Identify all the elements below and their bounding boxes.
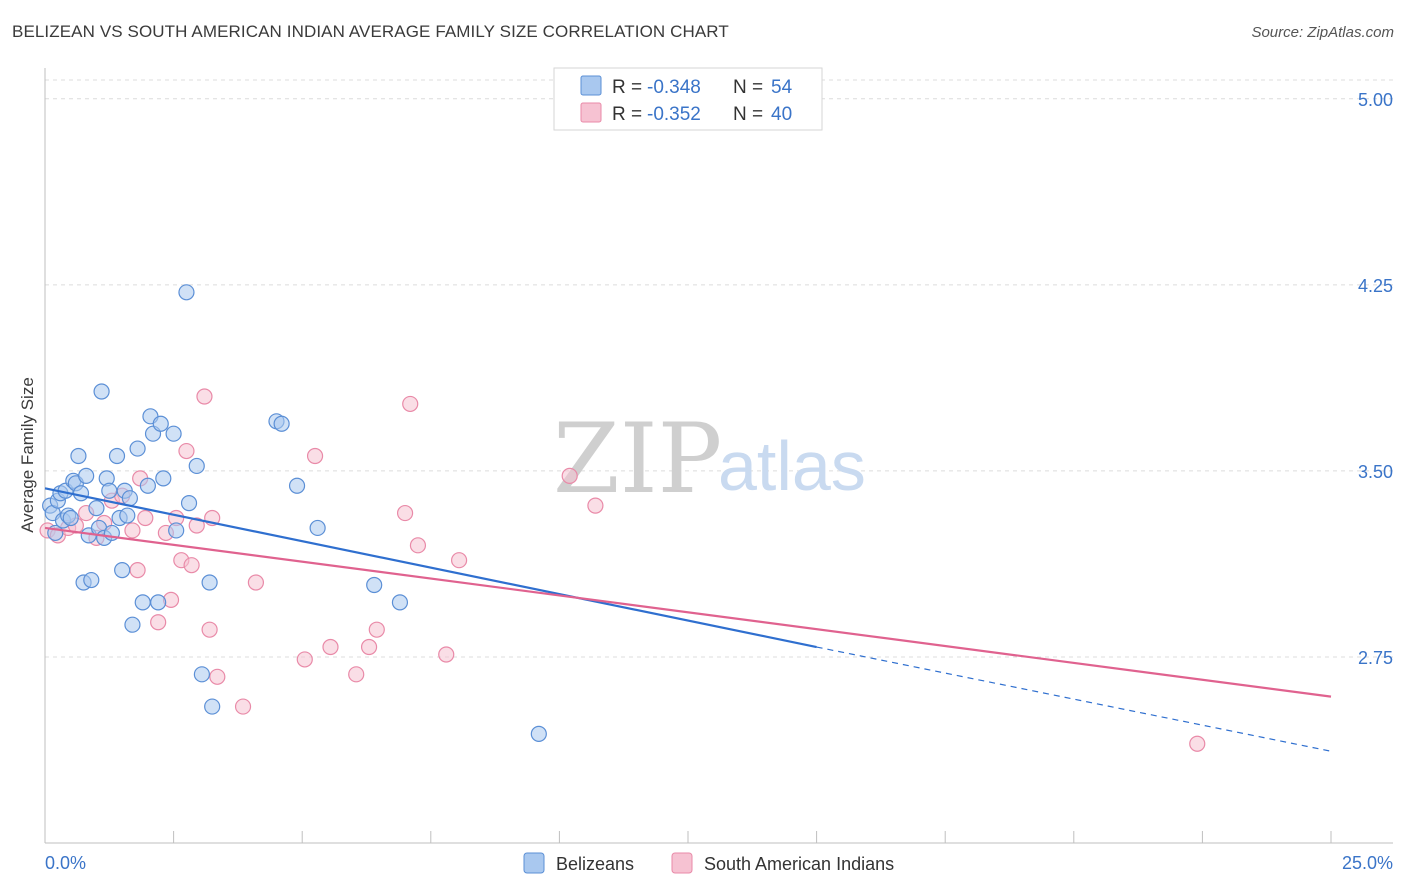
south-american-indians-point-26 bbox=[247, 574, 265, 591]
south-american-indians-point-30 bbox=[348, 666, 365, 683]
bottom-legend-swatch-belizeans bbox=[523, 852, 545, 874]
belizeans-point-41 bbox=[178, 284, 195, 301]
legend-r-label-2: R = bbox=[612, 104, 642, 125]
south-american-indians-point-34 bbox=[402, 395, 419, 413]
belizeans-point-22 bbox=[101, 482, 118, 499]
south-american-indians-point-20 bbox=[188, 517, 205, 534]
south-american-indians-point-33 bbox=[396, 504, 414, 522]
source-label: Source: ZipAtlas.com bbox=[1251, 24, 1394, 41]
south-american-indians-point-12 bbox=[137, 509, 154, 527]
belizeans-point-45 bbox=[201, 574, 218, 591]
belizeans-point-33 bbox=[139, 477, 156, 494]
south-american-indians-point-36 bbox=[438, 646, 455, 663]
belizeans-point-36 bbox=[150, 594, 167, 611]
belizeans-point-31 bbox=[129, 440, 146, 457]
y-tick-label-1: 3.50 bbox=[1358, 462, 1393, 482]
belizeans-point-43 bbox=[188, 457, 205, 475]
belizeans-point-29 bbox=[121, 490, 138, 507]
south-american-indians-point-35 bbox=[409, 537, 427, 554]
y-tick-label-0: 2.75 bbox=[1358, 648, 1393, 668]
belizeans-point-28 bbox=[119, 507, 136, 524]
south-american-indians-point-27 bbox=[296, 651, 313, 668]
belizeans-point-24 bbox=[108, 447, 126, 465]
x-tick-labels: 0.0% 25.0% bbox=[45, 853, 1393, 873]
watermark: ZIP atlas bbox=[553, 403, 866, 515]
belizeans-point-8 bbox=[62, 509, 79, 527]
y-tick-labels: 2.75 3.50 4.25 5.00 bbox=[1358, 90, 1393, 668]
belizeans-point-32 bbox=[134, 594, 151, 611]
y-tick-label-3: 5.00 bbox=[1358, 90, 1393, 110]
south-american-indians-point-13 bbox=[150, 614, 167, 631]
trend-lines bbox=[44, 487, 1332, 752]
legend-swatch-belizeans bbox=[580, 75, 602, 96]
belizeans-point-19 bbox=[93, 383, 110, 400]
belizeans-point-38 bbox=[155, 470, 172, 487]
chart-title: BELIZEAN VS SOUTH AMERICAN INDIAN AVERAG… bbox=[12, 22, 729, 41]
bottom-legend-label-belizeans: Belizeans bbox=[556, 854, 634, 874]
belizeans-point-50 bbox=[309, 519, 326, 537]
belizeans-point-14 bbox=[78, 467, 95, 484]
belizeans-point-42 bbox=[180, 495, 198, 512]
watermark-zip: ZIP bbox=[553, 403, 722, 515]
south-american-indians-point-29 bbox=[322, 638, 339, 656]
south-american-indians-point-32 bbox=[368, 621, 385, 638]
south-american-indians-point-37 bbox=[450, 552, 468, 569]
y-tick-label-2: 4.25 bbox=[1358, 276, 1393, 296]
legend-n-value-2: 40 bbox=[771, 104, 792, 125]
belizeans-point-46 bbox=[204, 698, 221, 715]
south-american-indians-point-40 bbox=[1189, 735, 1206, 752]
watermark-atlas: atlas bbox=[718, 427, 866, 505]
belizeans-point-48 bbox=[273, 415, 290, 432]
trend-line-south-american-indians bbox=[44, 526, 1332, 698]
x-tick-label-0: 0.0% bbox=[45, 853, 86, 873]
belizeans-point-12 bbox=[72, 485, 90, 502]
legend-n-value-1: 54 bbox=[771, 77, 793, 98]
trend-line-belizeans bbox=[44, 487, 817, 649]
legend-r-value-1: -0.348 bbox=[647, 77, 701, 98]
series-belizeans bbox=[42, 284, 547, 742]
belizeans-point-49 bbox=[288, 477, 306, 494]
grid-lines bbox=[45, 79, 1393, 658]
bottom-legend: Belizeans South American Indians bbox=[523, 852, 894, 874]
y-axis-label: Average Family Size bbox=[18, 377, 37, 533]
bottom-legend-swatch-south-american-indians bbox=[671, 852, 693, 874]
south-american-indians-point-22 bbox=[201, 621, 218, 638]
south-american-indians-point-18 bbox=[178, 442, 195, 460]
south-american-indians-point-21 bbox=[196, 388, 213, 405]
belizeans-point-30 bbox=[124, 616, 141, 633]
belizeans-point-44 bbox=[193, 666, 210, 683]
south-american-indians-point-19 bbox=[183, 557, 200, 574]
south-american-indians-point-39 bbox=[587, 497, 604, 514]
legend-swatch-south-american-indians bbox=[580, 102, 602, 123]
south-american-indians-point-25 bbox=[234, 698, 252, 715]
belizeans-point-17 bbox=[88, 500, 105, 517]
legend-n-label-1: N = bbox=[733, 77, 763, 98]
south-american-indians-point-28 bbox=[306, 447, 324, 465]
belizeans-point-26 bbox=[114, 562, 131, 579]
bottom-legend-label-south-american-indians: South American Indians bbox=[704, 854, 894, 874]
belizeans-point-16 bbox=[83, 571, 100, 589]
belizeans-point-53 bbox=[530, 725, 547, 742]
belizeans-point-37 bbox=[152, 415, 169, 432]
south-american-indians-point-24 bbox=[209, 668, 226, 685]
legend-n-label-2: N = bbox=[733, 104, 763, 125]
legend-r-label-1: R = bbox=[612, 77, 642, 98]
belizeans-point-40 bbox=[168, 522, 185, 539]
south-american-indians-point-31 bbox=[360, 638, 378, 656]
legend-r-value-2: -0.352 bbox=[647, 104, 701, 125]
belizeans-point-51 bbox=[366, 576, 383, 594]
belizeans-point-11 bbox=[70, 447, 87, 465]
belizeans-point-39 bbox=[165, 425, 182, 442]
belizeans-point-52 bbox=[391, 594, 409, 611]
axes bbox=[44, 68, 1393, 844]
south-american-indians-point-9 bbox=[124, 522, 141, 539]
legend-box: R = -0.348 N = 54 R = -0.352 N = 40 bbox=[553, 67, 823, 131]
x-tick-label-1: 25.0% bbox=[1342, 853, 1393, 873]
south-american-indians-point-10 bbox=[129, 562, 146, 579]
south-american-indians-point-38 bbox=[561, 467, 578, 484]
